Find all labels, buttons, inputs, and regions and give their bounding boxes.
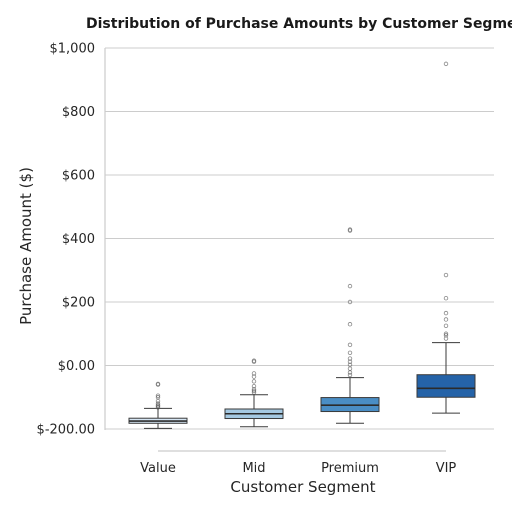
- outlier-point: [443, 272, 449, 278]
- outlier-point: [347, 342, 353, 348]
- box-premium: [320, 227, 380, 424]
- x-axis-label: Customer Segment: [230, 478, 375, 496]
- outlier-point: [443, 323, 449, 329]
- x-tick-label: Value: [140, 461, 176, 476]
- x-tick-label: Premium: [321, 461, 379, 476]
- outlier-point: [347, 370, 353, 375]
- outlier-point: [251, 387, 257, 392]
- outlier-point: [155, 395, 161, 400]
- y-tick-label: $800: [62, 105, 95, 120]
- outlier-point: [443, 317, 449, 322]
- chart-title: Distribution of Purchase Amounts by Cust…: [86, 16, 512, 32]
- y-tick-labels: $-200.00 $0.00 $200 $400 $600 $800 $1,000: [37, 42, 95, 438]
- y-axis-label: Purchase Amount ($): [17, 167, 35, 325]
- outlier-point: [251, 388, 257, 394]
- x-tick-labels: Value Mid Premium VIP: [140, 461, 456, 476]
- outlier-point: [443, 61, 449, 67]
- outlier-point: [251, 358, 257, 363]
- box-series: [128, 61, 476, 429]
- outlier-point: [443, 331, 449, 336]
- box-value: [128, 381, 188, 429]
- outlier-point: [155, 393, 161, 398]
- x-tick-label: Mid: [242, 461, 265, 476]
- outlier-point: [251, 371, 257, 376]
- y-tick-label: $600: [62, 169, 95, 184]
- box-mid: [224, 358, 284, 428]
- outlier-point: [251, 379, 257, 384]
- outlier-point: [347, 299, 353, 305]
- iqr-box: [416, 374, 476, 398]
- outlier-point: [155, 402, 161, 408]
- outlier-point: [347, 283, 353, 289]
- outlier-point: [347, 366, 353, 371]
- outlier-point: [347, 359, 353, 364]
- outlier-point: [251, 383, 257, 389]
- box-vip: [416, 61, 476, 414]
- outlier-point: [347, 356, 353, 361]
- outlier-point: [251, 390, 257, 395]
- outlier-point: [443, 295, 449, 301]
- outlier-point: [347, 322, 353, 327]
- outlier-point: [251, 374, 257, 379]
- outlier-point: [347, 372, 353, 378]
- outlier-point: [347, 227, 353, 232]
- outlier-point: [155, 381, 161, 387]
- y-tick-label: $200: [62, 296, 95, 311]
- outlier-point: [155, 398, 161, 404]
- x-tick-label: VIP: [436, 461, 457, 476]
- grid-lines: [105, 47, 494, 430]
- outlier-point: [347, 350, 353, 355]
- outlier-point: [443, 336, 449, 341]
- outlier-point: [155, 401, 161, 406]
- outlier-point: [443, 333, 449, 338]
- outlier-point: [443, 310, 449, 316]
- y-tick-label: $400: [62, 232, 95, 247]
- outlier-point: [347, 362, 353, 368]
- y-tick-label: $0.00: [58, 359, 95, 374]
- y-tick-label: $1,000: [50, 42, 96, 57]
- y-tick-label: $-200.00: [37, 423, 95, 438]
